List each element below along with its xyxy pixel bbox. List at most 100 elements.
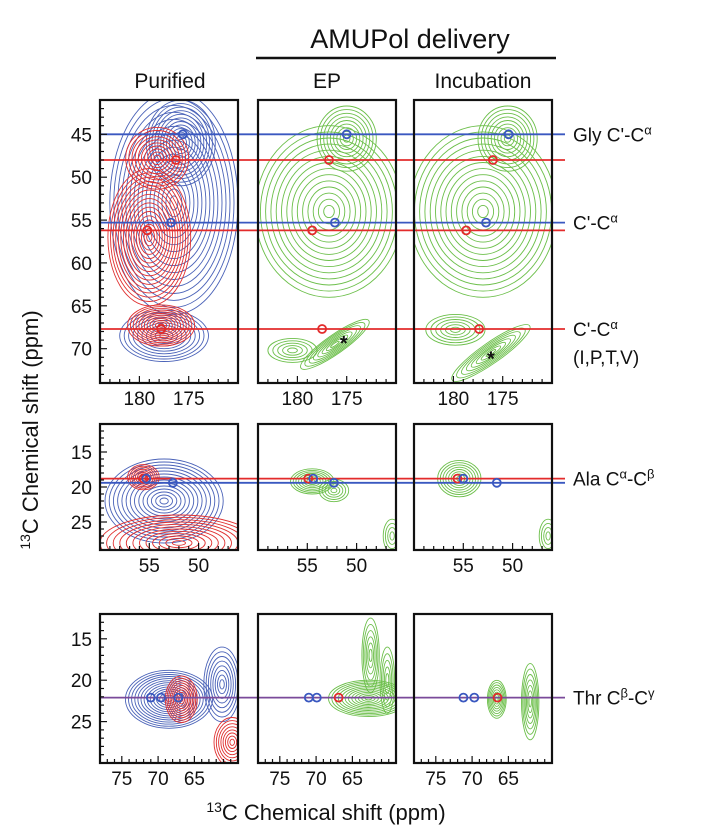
- contour-ring-green: [424, 143, 542, 280]
- x-tick-label: 175: [487, 389, 519, 410]
- contour-ring-green: [414, 125, 552, 298]
- contour-panel-r3c1: [124, 646, 238, 763]
- panel-frames: 180 175 45 50 55 60 65 70 180 175 180 175 55 50 15 20 25…: [71, 98, 554, 790]
- peak-marker-red: [142, 225, 153, 236]
- contour-ring-green: [321, 481, 347, 500]
- y-tick-label: 50: [71, 168, 92, 189]
- peak-marker-blue: [308, 473, 319, 484]
- contour-ring-green: [330, 487, 338, 494]
- contour-ring-green: [540, 522, 552, 550]
- contour-ring-blue: [217, 674, 227, 695]
- contour-ring-blue: [141, 146, 207, 260]
- contour-ring-red: [147, 148, 168, 169]
- peak-label-text: Ala C: [573, 470, 619, 491]
- contour-ring-red: [139, 528, 219, 550]
- contour-ring-blue: [169, 195, 179, 211]
- contour-ring-red: [171, 540, 186, 546]
- peak-marker-blue: [458, 473, 469, 484]
- peak-marker-blue: [173, 692, 184, 703]
- contour-panel-r2c2: [290, 468, 396, 550]
- y-axis-title-text: C Chemical shift (ppm): [18, 310, 43, 534]
- contour-ring-red: [152, 533, 206, 550]
- contour-ring-green: [277, 342, 308, 359]
- x-tick-label: 180: [124, 389, 156, 410]
- contour-ring-blue: [146, 488, 182, 514]
- contour-ring-blue: [128, 671, 210, 727]
- y-tick-label: 15: [71, 630, 92, 651]
- contour-ring-green: [308, 325, 362, 364]
- peak-marker-red: [324, 155, 334, 165]
- contour-ring-green: [339, 130, 354, 147]
- contour-ring-red: [106, 516, 238, 550]
- peak-marker-blue: [503, 129, 514, 140]
- contour-ring-green: [383, 666, 391, 694]
- contour-ring-green: [324, 483, 344, 498]
- contour-ring-green: [282, 345, 303, 356]
- peak-marker-red: [333, 692, 344, 703]
- contour-ring-green: [317, 198, 341, 225]
- contour-ring-green: [367, 642, 374, 669]
- x-tick-label: 65: [498, 769, 519, 790]
- column-title-ep: EP: [313, 70, 341, 93]
- contour-ring-green: [336, 127, 358, 150]
- contour-ring-red: [143, 314, 179, 337]
- peak-marker-blue: [328, 477, 339, 488]
- x-axis-title-sup: 13: [206, 799, 222, 815]
- x-tick-label: 175: [331, 389, 363, 410]
- panel-frame-r3c2: [256, 612, 398, 765]
- contour-ring-green: [272, 340, 313, 361]
- y-tick-label: 70: [71, 340, 92, 361]
- contour-ring-red: [135, 215, 163, 260]
- peak-marker-red: [138, 473, 149, 484]
- contour-ring-blue: [104, 458, 224, 544]
- contour-ring-green: [545, 531, 551, 541]
- column-title-purified: Purified: [134, 70, 205, 93]
- peak-label-sup: α: [619, 466, 627, 481]
- y-tick-label: 55: [71, 211, 92, 232]
- contour-ring-green: [475, 341, 507, 365]
- contour-ring-red: [144, 145, 171, 172]
- contour-ring-blue: [137, 678, 201, 721]
- contour-ring-red: [172, 687, 190, 712]
- contour-ring-blue: [140, 680, 198, 719]
- contour-ring-green: [368, 648, 373, 663]
- contour-ring-green: [543, 527, 552, 545]
- peak-marker-red: [474, 324, 485, 334]
- right-labels: Gly C'-CαC'-CαC'-Cα(I,P,T,V)Ala Cα-CβThr…: [573, 122, 655, 710]
- peak-markers: **: [138, 129, 514, 703]
- panel-frame-r2c3: [412, 422, 554, 552]
- contour-ring-green: [362, 623, 379, 687]
- contour-ring-blue: [132, 317, 196, 355]
- contour-ring-green: [477, 204, 489, 219]
- contour-ring-green: [325, 337, 344, 352]
- contour-ring-green: [275, 149, 383, 274]
- contour-ring-green: [364, 630, 377, 681]
- peak-label: C'-Cα: [573, 210, 618, 235]
- contour-ring-red: [122, 193, 176, 281]
- contour-ring-red: [129, 465, 158, 489]
- contour-ring-red: [141, 223, 158, 251]
- contour-ring-red: [215, 720, 238, 763]
- contour-panel-r1c2: [258, 105, 396, 370]
- contour-ring-red: [100, 514, 238, 550]
- contour-ring-green: [414, 131, 552, 292]
- contour-ring-green: [267, 337, 318, 363]
- contour-ring-green: [419, 137, 547, 286]
- contour-ring-green: [316, 105, 377, 172]
- peak-label-sup: β: [621, 685, 628, 700]
- peak-label-sup: α: [644, 122, 652, 137]
- contour-ring-red: [130, 206, 168, 268]
- contour-ring-green: [300, 318, 370, 370]
- contour-ring-red: [120, 189, 179, 285]
- header-title: AMUPol delivery: [310, 24, 510, 54]
- contour-ring-green: [445, 168, 521, 255]
- contour-ring-green: [522, 668, 539, 735]
- peak-label-text: Thr C: [573, 689, 621, 710]
- contour-ring-blue: [153, 167, 195, 239]
- contour-ring-green: [361, 617, 380, 694]
- contour-ring-blue: [117, 467, 212, 535]
- contour-ring-green: [259, 131, 396, 292]
- y-tick-label: 20: [71, 671, 92, 692]
- y-tick-label: 45: [71, 125, 92, 146]
- contour-ring-green: [379, 646, 396, 714]
